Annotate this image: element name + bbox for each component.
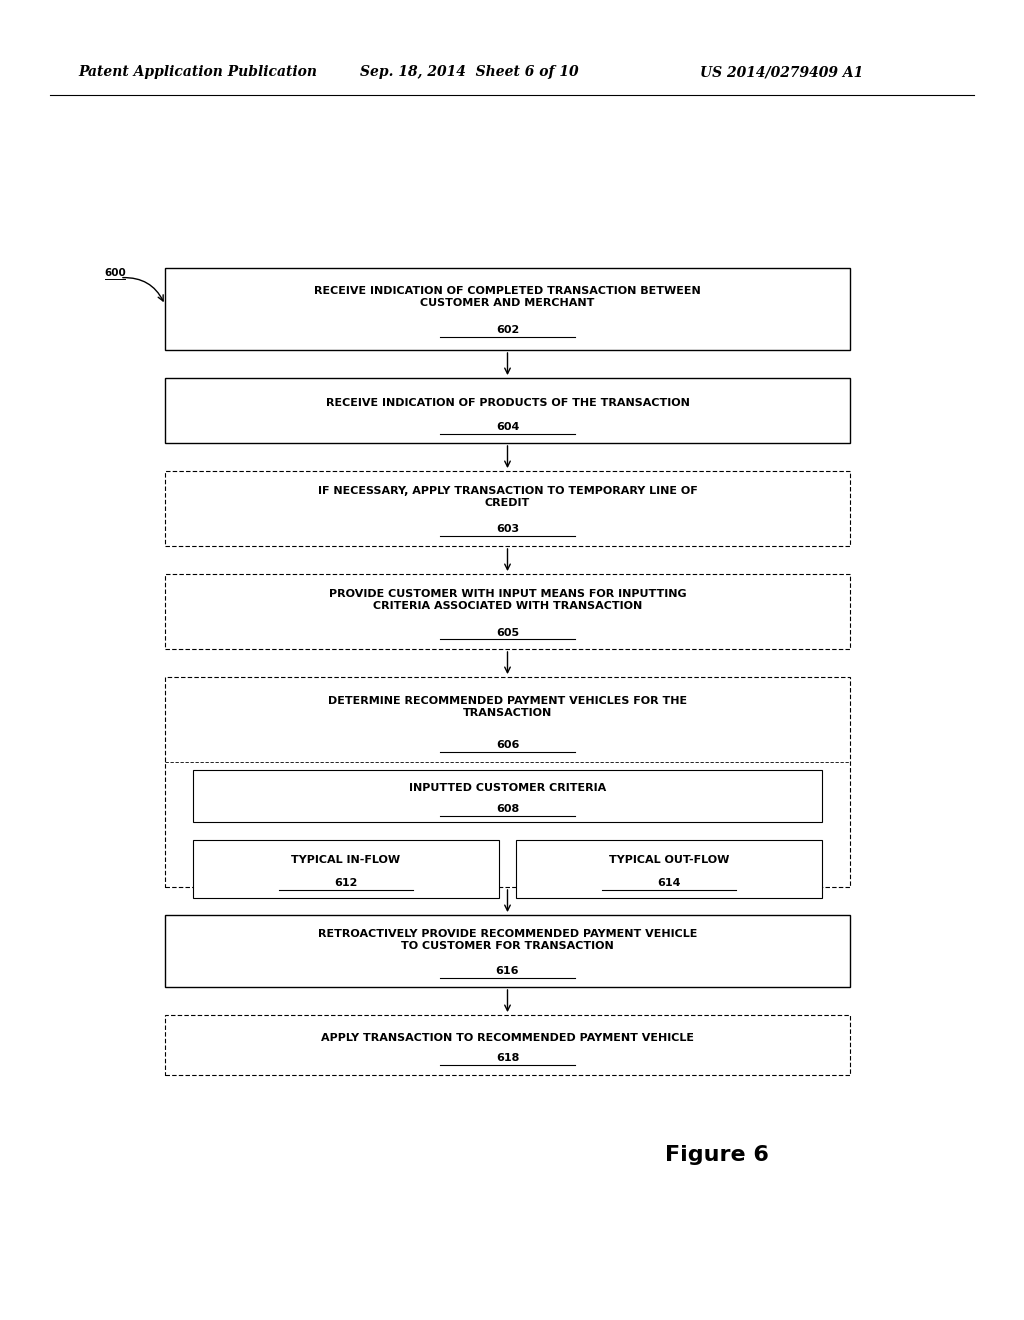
Text: 602: 602 xyxy=(496,325,519,335)
Text: Sep. 18, 2014  Sheet 6 of 10: Sep. 18, 2014 Sheet 6 of 10 xyxy=(360,65,579,79)
Text: 614: 614 xyxy=(657,879,681,888)
Text: RETROACTIVELY PROVIDE RECOMMENDED PAYMENT VEHICLE
TO CUSTOMER FOR TRANSACTION: RETROACTIVELY PROVIDE RECOMMENDED PAYMEN… xyxy=(317,929,697,950)
Text: 606: 606 xyxy=(496,741,519,750)
Text: RECEIVE INDICATION OF PRODUCTS OF THE TRANSACTION: RECEIVE INDICATION OF PRODUCTS OF THE TR… xyxy=(326,397,689,408)
Text: DETERMINE RECOMMENDED PAYMENT VEHICLES FOR THE
TRANSACTION: DETERMINE RECOMMENDED PAYMENT VEHICLES F… xyxy=(328,696,687,718)
Bar xyxy=(165,574,850,649)
Text: US 2014/0279409 A1: US 2014/0279409 A1 xyxy=(700,65,863,79)
Bar xyxy=(516,840,822,898)
Text: 605: 605 xyxy=(496,627,519,638)
Bar xyxy=(165,915,850,987)
Text: 612: 612 xyxy=(334,879,357,888)
Text: APPLY TRANSACTION TO RECOMMENDED PAYMENT VEHICLE: APPLY TRANSACTION TO RECOMMENDED PAYMENT… xyxy=(321,1032,694,1043)
Bar xyxy=(165,378,850,444)
Bar xyxy=(165,677,850,887)
Text: TYPICAL IN-FLOW: TYPICAL IN-FLOW xyxy=(291,855,400,866)
Bar xyxy=(165,1015,850,1074)
Text: TYPICAL OUT-FLOW: TYPICAL OUT-FLOW xyxy=(609,855,729,866)
Text: 616: 616 xyxy=(496,966,519,977)
Text: 604: 604 xyxy=(496,422,519,433)
Bar xyxy=(165,268,850,350)
Bar xyxy=(193,840,499,898)
Text: RECEIVE INDICATION OF COMPLETED TRANSACTION BETWEEN
CUSTOMER AND MERCHANT: RECEIVE INDICATION OF COMPLETED TRANSACT… xyxy=(314,286,700,308)
Bar xyxy=(165,471,850,546)
Text: 618: 618 xyxy=(496,1053,519,1063)
Bar xyxy=(193,770,822,822)
Text: Figure 6: Figure 6 xyxy=(665,1144,769,1166)
Text: IF NECESSARY, APPLY TRANSACTION TO TEMPORARY LINE OF
CREDIT: IF NECESSARY, APPLY TRANSACTION TO TEMPO… xyxy=(317,487,697,508)
Text: 600: 600 xyxy=(104,268,126,277)
Text: PROVIDE CUSTOMER WITH INPUT MEANS FOR INPUTTING
CRITERIA ASSOCIATED WITH TRANSAC: PROVIDE CUSTOMER WITH INPUT MEANS FOR IN… xyxy=(329,590,686,611)
Text: 603: 603 xyxy=(496,524,519,535)
Text: INPUTTED CUSTOMER CRITERIA: INPUTTED CUSTOMER CRITERIA xyxy=(409,783,606,793)
Text: 608: 608 xyxy=(496,804,519,814)
Text: Patent Application Publication: Patent Application Publication xyxy=(78,65,317,79)
